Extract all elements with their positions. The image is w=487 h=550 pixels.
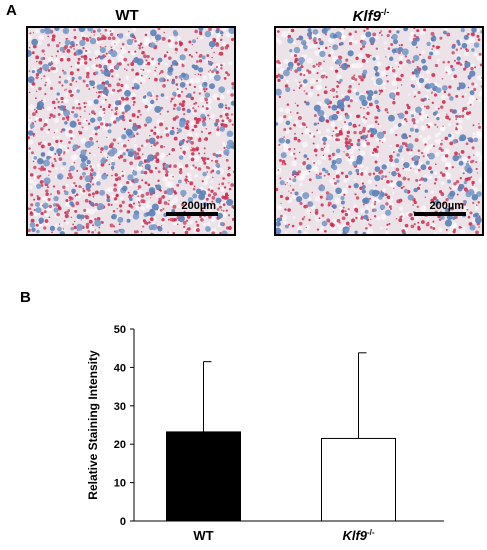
micrograph-wt: 200µm [26,26,236,236]
image-title-wt-text: WT [115,7,139,24]
bar [166,431,241,522]
y-axis-label: Relative Staining Intensity [86,350,100,500]
scale-bar-wt [166,212,218,216]
scale-label-klf9: 200µm [429,200,464,212]
bar [321,437,396,522]
y-tick-label: 0 [120,516,126,528]
image-title-klf9: Klf9-/- [311,7,431,25]
micrograph-wt-texture [28,28,234,234]
micrograph-klf9-texture [276,28,482,234]
scale-bar-klf9 [414,212,466,216]
y-tick-label: 30 [114,401,126,413]
y-tick-label: 50 [114,324,126,336]
scale-label-wt: 200µm [181,200,216,212]
y-tick-label: 20 [114,439,126,451]
y-tick-label: 10 [114,478,126,490]
image-title-klf9-text: Klf9 [352,8,381,25]
image-title-klf9-superscript: -/- [380,7,390,17]
y-tick-label: 40 [114,362,126,374]
image-title-wt: WT [67,7,187,24]
panel-label-a: A [6,2,17,19]
x-tick-label: Klf9-/- [342,528,374,543]
panel-label-b: B [20,289,31,306]
x-tick-label: WT [193,528,213,543]
micrograph-klf9: 200µm [274,26,484,236]
bar-chart: 0 10 20 30 40 50 Relative Staining Intensity WT… [86,324,444,543]
